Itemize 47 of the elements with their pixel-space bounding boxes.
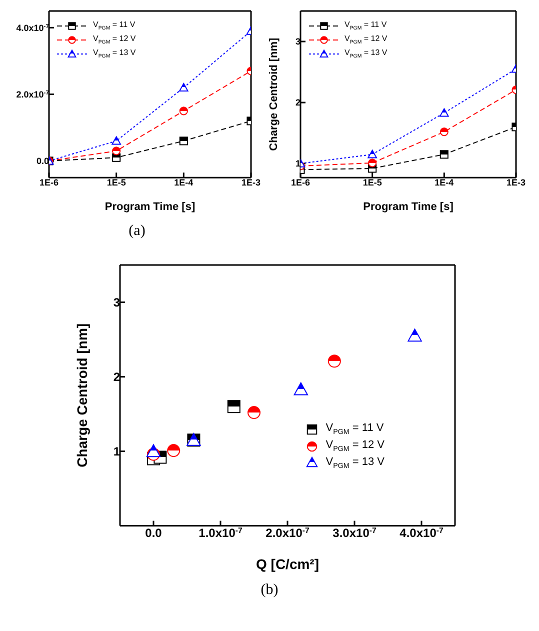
legend-label: V$_{PGM}$ = 12 V (344, 34, 388, 46)
legend-label: V$_{PGM}$ = 13 V (93, 48, 136, 60)
x-tick-label: 1E-4 (434, 178, 454, 188)
x-axis-title: Q [C/cm²] (256, 556, 318, 572)
x-tick-label: 1E-3 (241, 178, 261, 188)
x-axis-title: Program Time [s] (104, 201, 196, 213)
x-tick-label: 1E-5 (362, 178, 382, 188)
y-tick-label: 3 (112, 295, 120, 310)
x-tick-label: 3.0x10$^{-7}$ (332, 525, 376, 540)
x-tick-label: 1E-6 (39, 178, 59, 188)
legend-label: V$_{PGM}$ = 12 V (326, 439, 385, 454)
legend-label: V$_{PGM}$ = 11 V (93, 20, 136, 32)
x-tick-label: 1.0x10$^{-7}$ (198, 525, 242, 540)
point (179, 106, 188, 116)
y-axis-title: Charge Centroid [nm] (268, 37, 280, 151)
y-tick-label: 2 (112, 370, 120, 384)
y-tick-label: 3 (295, 36, 300, 47)
point (226, 400, 240, 414)
y-tick-label: 2.0x10$^{-7}$ (16, 89, 49, 100)
y-tick-label: 4.0x10$^{-7}$ (16, 22, 49, 33)
x-tick-label: 1E-6 (290, 178, 310, 188)
point (247, 406, 260, 420)
point (166, 444, 180, 458)
legend-label: V$_{PGM}$ = 13 V (326, 456, 385, 470)
point (146, 444, 160, 458)
point (407, 328, 422, 342)
x-tick-label: 4.0x10$^{-7}$ (399, 525, 443, 540)
x-tick-label: 1E-3 (506, 178, 526, 188)
text: (b) (260, 582, 278, 598)
y-axis-title: Charge Centroid [nm] (73, 323, 90, 468)
point (293, 382, 308, 396)
y-tick-label: 1 (112, 444, 120, 458)
point (179, 136, 188, 146)
legend-label: V$_{PGM}$ = 12 V (93, 34, 136, 46)
y-tick-label: 2 (295, 98, 300, 108)
legend-label: V$_{PGM}$ = 11 V (344, 20, 387, 32)
x-tick-label: 1E-5 (106, 178, 126, 188)
legend-label: V$_{PGM}$ = 11 V (326, 422, 384, 437)
point (327, 354, 340, 368)
x-tick-label: 1E-4 (174, 178, 194, 188)
y-tick-label: 1 (295, 158, 300, 169)
legend-label: V$_{PGM}$ = 13 V (344, 48, 388, 60)
point (112, 146, 121, 156)
text: (a) (128, 223, 146, 239)
x-tick-label: 0.0 (144, 526, 162, 540)
y-tick-label: 0.0 (36, 156, 49, 166)
x-axis-title: Program Time [s] (363, 201, 454, 213)
